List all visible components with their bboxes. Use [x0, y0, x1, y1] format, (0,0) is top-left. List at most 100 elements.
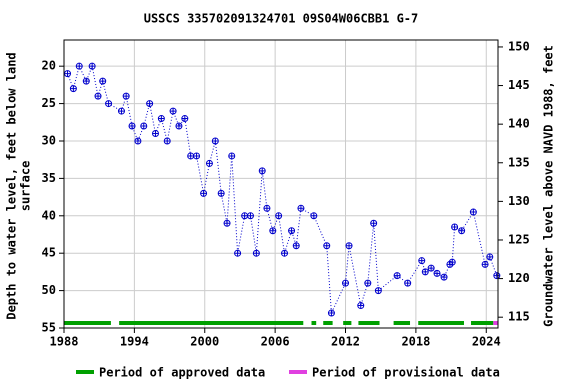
data-point [228, 152, 236, 160]
data-point [440, 273, 448, 281]
x-tick-label: 2018 [401, 335, 430, 349]
period-bar [471, 321, 494, 325]
chart-title: USSCS 335702091324701 09S04W06CBB1 G-7 [144, 12, 419, 26]
y-tick-label: 50 [42, 283, 56, 297]
data-point [88, 62, 96, 70]
data-point [310, 212, 318, 220]
data-point [247, 212, 255, 220]
data-point [187, 152, 195, 160]
period-bar [343, 321, 352, 325]
data-point [269, 227, 277, 235]
data-point [469, 208, 477, 216]
data-point [122, 92, 130, 100]
y-tick-label: 25 [42, 96, 56, 110]
x-tick-label: 2024 [472, 335, 501, 349]
data-point [323, 242, 331, 250]
data-point [427, 264, 435, 272]
data-point [169, 107, 177, 115]
data-point [134, 137, 142, 145]
period-bar [418, 321, 464, 325]
y-tick-label: 35 [42, 171, 56, 185]
data-point [94, 92, 102, 100]
data-point [105, 100, 113, 108]
period-bar [64, 321, 111, 325]
legend-label: Period of provisional data [312, 366, 500, 380]
period-bar [358, 321, 380, 325]
y2-tick-label: 145 [508, 78, 530, 92]
period-bar [119, 321, 304, 325]
data-point [357, 302, 365, 309]
data-point [82, 77, 90, 85]
data-point [99, 77, 107, 85]
y2-axis-label: Groundwater level above NAVD 1988, feet [542, 45, 556, 327]
y-tick-label: 55 [42, 321, 56, 335]
data-point [69, 85, 77, 93]
y2-tick-label: 130 [508, 194, 530, 208]
data-point [393, 272, 401, 280]
data-point [258, 167, 266, 175]
data-point [234, 249, 242, 257]
period-bar [311, 321, 317, 325]
y2-tick-label: 135 [508, 155, 530, 169]
y2-tick-label: 125 [508, 232, 530, 246]
data-point [128, 122, 136, 130]
y2-tick-label: 140 [508, 117, 530, 131]
data-point [275, 212, 283, 220]
y-axis-label: Depth to water level, feet below land [5, 52, 19, 319]
data-point [200, 189, 208, 197]
y-axis-label: surface [19, 161, 33, 212]
data-point [157, 115, 165, 122]
data-point [433, 269, 441, 277]
legend-swatch [76, 370, 94, 374]
data-point [421, 268, 429, 276]
data-point [481, 260, 489, 268]
x-tick-label: 1994 [120, 335, 149, 349]
data-point [175, 122, 183, 130]
y-tick-label: 20 [42, 59, 56, 73]
x-tick-label: 1988 [50, 335, 79, 349]
period-bar [323, 321, 333, 325]
y2-tick-label: 150 [508, 39, 530, 53]
data-point [451, 223, 459, 231]
y2-tick-label: 115 [508, 310, 530, 324]
data-point [292, 242, 300, 250]
data-point [458, 227, 466, 235]
data-point [223, 219, 231, 227]
data-point [252, 249, 260, 257]
data-point [205, 160, 213, 167]
period-bar [393, 321, 411, 325]
data-point [345, 242, 353, 250]
plot-frame [63, 39, 499, 329]
data-point [181, 115, 189, 122]
y-tick-label: 45 [42, 246, 56, 260]
x-tick-label: 2000 [190, 335, 219, 349]
data-point [151, 130, 159, 137]
data-point [288, 227, 296, 235]
legend-label: Period of approved data [99, 366, 265, 380]
period-bar [493, 321, 498, 325]
x-tick-label: 2006 [261, 335, 290, 349]
data-point [297, 204, 305, 212]
y-tick-label: 40 [42, 208, 56, 222]
data-point [374, 287, 382, 295]
data-point [418, 257, 426, 265]
data-point [117, 107, 125, 115]
data-point [75, 62, 83, 70]
data-point [140, 122, 148, 130]
data-point [486, 253, 494, 261]
data-point [364, 279, 372, 287]
data-point [263, 204, 271, 212]
data-point [493, 272, 501, 280]
legend-swatch [289, 370, 307, 374]
data-point [217, 189, 225, 197]
data-point [193, 152, 201, 160]
data-point [281, 249, 289, 257]
data-point [404, 279, 412, 287]
data-point [64, 70, 72, 78]
data-point [163, 137, 171, 145]
y2-tick-label: 120 [508, 271, 530, 285]
data-point [342, 279, 350, 287]
data-point [241, 212, 249, 220]
data-point [370, 219, 378, 227]
